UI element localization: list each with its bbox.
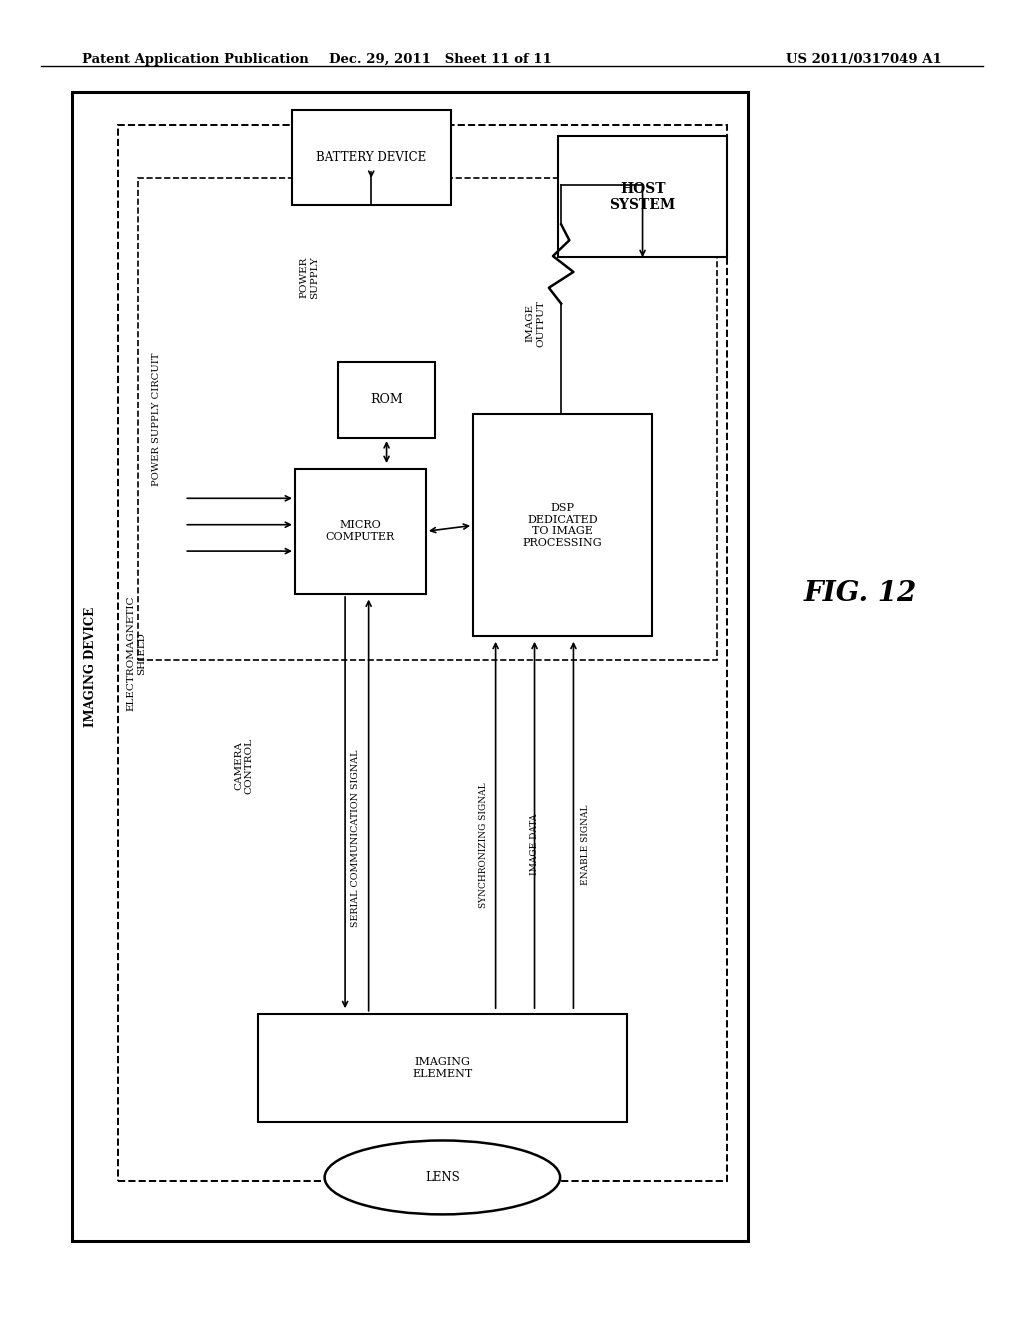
Text: IMAGING
ELEMENT: IMAGING ELEMENT <box>413 1057 472 1078</box>
Text: IMAGE
OUTPUT: IMAGE OUTPUT <box>526 300 545 347</box>
Bar <box>338 362 435 438</box>
Text: BATTERY DEVICE: BATTERY DEVICE <box>316 150 426 164</box>
Bar <box>72 92 748 1241</box>
Text: MICRO
COMPUTER: MICRO COMPUTER <box>326 520 395 543</box>
Text: ROM: ROM <box>371 393 402 407</box>
Bar <box>118 125 727 1181</box>
Text: Patent Application Publication: Patent Application Publication <box>82 53 308 66</box>
Text: SYNCHRONIZING SIGNAL: SYNCHRONIZING SIGNAL <box>479 781 487 908</box>
Text: ENABLE SIGNAL: ENABLE SIGNAL <box>582 805 590 884</box>
Text: POWER
SUPPLY: POWER SUPPLY <box>300 256 318 298</box>
Text: US 2011/0317049 A1: US 2011/0317049 A1 <box>786 53 942 66</box>
Bar <box>258 1014 627 1122</box>
Text: POWER SUPPLY CIRCUIT: POWER SUPPLY CIRCUIT <box>153 352 161 486</box>
Bar <box>295 469 426 594</box>
Text: HOST
SYSTEM: HOST SYSTEM <box>609 182 676 211</box>
Bar <box>138 178 717 660</box>
Text: CAMERA
CONTROL: CAMERA CONTROL <box>234 738 253 793</box>
Text: Dec. 29, 2011   Sheet 11 of 11: Dec. 29, 2011 Sheet 11 of 11 <box>329 53 552 66</box>
Text: DSP
DEDICATED
TO IMAGE
PROCESSING: DSP DEDICATED TO IMAGE PROCESSING <box>523 503 602 548</box>
Text: ELECTROMAGNETIC
SHIELD: ELECTROMAGNETIC SHIELD <box>127 595 145 711</box>
Bar <box>292 110 451 205</box>
Text: SERIAL COMMUNICATION SIGNAL: SERIAL COMMUNICATION SIGNAL <box>351 750 359 927</box>
Text: LENS: LENS <box>425 1171 460 1184</box>
Text: IMAGE DATA: IMAGE DATA <box>530 814 539 875</box>
Bar <box>473 414 652 636</box>
Text: FIG. 12: FIG. 12 <box>804 581 916 607</box>
Ellipse shape <box>325 1140 560 1214</box>
Text: IMAGING DEVICE: IMAGING DEVICE <box>84 606 96 727</box>
Bar <box>558 136 727 257</box>
